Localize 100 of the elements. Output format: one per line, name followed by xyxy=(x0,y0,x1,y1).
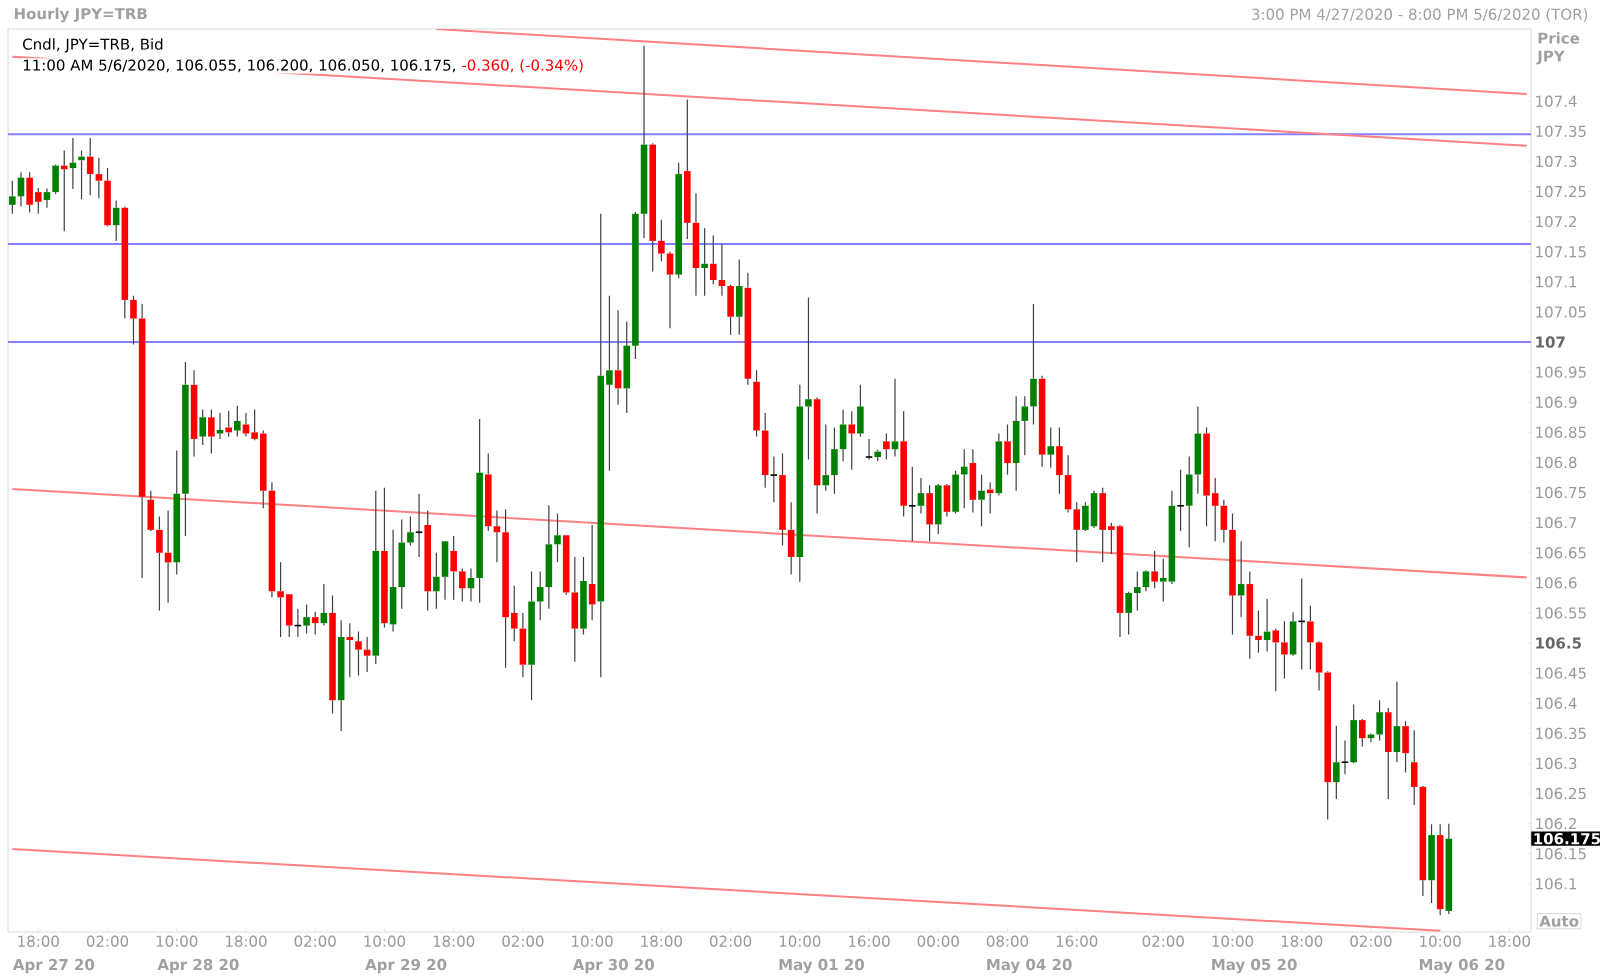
text: Auto xyxy=(1539,915,1579,927)
candlestick xyxy=(1229,513,1236,636)
x-tick-label: 02:00 xyxy=(502,935,544,947)
candlestick xyxy=(156,516,163,612)
candlestick xyxy=(684,98,691,240)
candlestick xyxy=(1255,609,1262,654)
candlestick xyxy=(43,187,51,209)
candlestick xyxy=(857,384,864,438)
x-tick-label: 10:00 xyxy=(1212,935,1254,947)
x-tick-label: 02:00 xyxy=(1350,935,1392,947)
candlestick xyxy=(519,612,527,678)
candlestick xyxy=(1012,395,1020,492)
candlestick xyxy=(1004,423,1011,476)
candlestick xyxy=(545,504,553,610)
candlestick xyxy=(389,529,397,633)
candlestick xyxy=(138,303,146,579)
candlestick xyxy=(502,508,509,669)
candlestick xyxy=(1419,786,1427,897)
candlestick xyxy=(1410,729,1418,806)
candlestick xyxy=(1428,823,1435,904)
x-tick-label: 18:00 xyxy=(1281,935,1323,947)
candlestick xyxy=(424,509,431,612)
candlestick xyxy=(52,165,59,195)
candlestick xyxy=(1099,487,1106,563)
x-tick-label: 10:00 xyxy=(1420,935,1461,947)
y-tick-label: 106.35 xyxy=(1536,727,1586,740)
y-tick-label: 106.8 xyxy=(1536,456,1577,469)
x-tick-label: 02:00 xyxy=(86,935,129,947)
candlestick xyxy=(1384,707,1392,800)
y-tick-label: 106.25 xyxy=(1536,787,1586,800)
y-tick-label: 107.15 xyxy=(1536,246,1586,258)
candlestick xyxy=(562,535,570,596)
candlestick xyxy=(649,144,656,273)
candlestick xyxy=(1281,620,1288,680)
y-tick-label: 106.2 xyxy=(1536,817,1577,830)
candlestick xyxy=(1159,558,1167,603)
candlestick xyxy=(640,45,648,239)
candlestick xyxy=(1108,522,1115,555)
candlestick xyxy=(493,509,501,563)
x-tick-label: 10:00 xyxy=(156,935,198,947)
candlestick xyxy=(744,272,752,386)
y-tick-label: 106.3 xyxy=(1536,757,1577,770)
candlestick xyxy=(130,295,137,346)
candlestick xyxy=(769,455,778,503)
y-tick-label: 106.65 xyxy=(1536,547,1586,559)
text: Apr 28 20 xyxy=(157,958,239,974)
candlestick xyxy=(363,636,371,673)
y-tick-label: 106.7 xyxy=(1536,516,1577,529)
candlestick xyxy=(433,552,440,610)
candlestick xyxy=(536,570,544,621)
candlestick xyxy=(95,157,103,199)
candlestick xyxy=(484,452,492,532)
candlestick xyxy=(813,396,821,515)
candlestick xyxy=(978,473,985,527)
candlestick xyxy=(329,594,336,715)
candlestick xyxy=(943,485,951,518)
candlestick xyxy=(1168,490,1176,585)
candlestick xyxy=(450,535,457,601)
candlestick xyxy=(1203,426,1210,527)
candlestick xyxy=(891,378,899,458)
x-tick-label: 02:00 xyxy=(709,935,752,947)
candlestick xyxy=(666,251,674,329)
x-tick-label: 16:00 xyxy=(849,935,890,947)
candlestick xyxy=(1134,570,1141,612)
y-axis-title: Price JPY xyxy=(1536,32,1580,65)
y-tick-label: 107.3 xyxy=(1536,155,1577,168)
x-tick-label: 00:00 xyxy=(917,935,959,947)
candlestick xyxy=(9,180,16,215)
candlestick xyxy=(277,561,284,638)
candlestick xyxy=(346,622,354,678)
y-tick-label: 106.5 xyxy=(1536,637,1581,649)
candlestick xyxy=(960,448,968,509)
x-tick-label: 10:00 xyxy=(779,935,821,947)
y-tick-label: 107.2 xyxy=(1536,215,1577,228)
candlestick xyxy=(381,487,388,628)
candlestick xyxy=(588,524,596,621)
x-tick-label: 02:00 xyxy=(1142,935,1184,947)
x-tick-label: 02:00 xyxy=(294,935,336,947)
candlestick xyxy=(623,320,631,414)
candlestick xyxy=(1324,672,1331,821)
candlestick xyxy=(883,432,890,461)
x-tick-label: 18:00 xyxy=(18,935,59,947)
candlestick xyxy=(337,619,345,732)
candlestick xyxy=(718,243,726,297)
candlestick xyxy=(1073,501,1081,563)
candlestick xyxy=(510,585,518,642)
candlestick xyxy=(822,423,830,492)
y-tick-label: 106.9 xyxy=(1536,396,1577,408)
candlestick xyxy=(1030,303,1037,426)
candlestick xyxy=(580,556,587,636)
y-tick-label: 106.45 xyxy=(1536,667,1586,679)
candlestick xyxy=(173,449,181,576)
candlestick xyxy=(761,412,769,489)
candlestick xyxy=(831,426,838,495)
y-tick-label: 107 xyxy=(1536,336,1565,348)
candlestick xyxy=(1220,499,1228,544)
candlestick xyxy=(242,412,250,438)
candlestick xyxy=(1315,642,1323,692)
candlestick xyxy=(1289,611,1297,655)
candlestick xyxy=(182,361,189,537)
